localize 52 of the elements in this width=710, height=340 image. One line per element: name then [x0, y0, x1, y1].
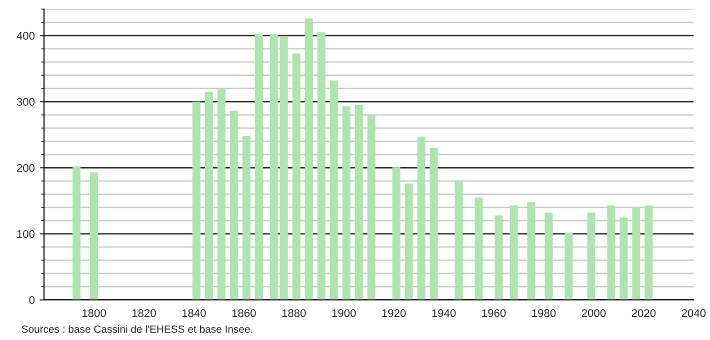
y-tick-label: 100 — [17, 230, 35, 238]
x-tick-label: 2020 — [632, 309, 656, 318]
bar — [527, 202, 536, 300]
bar — [90, 172, 98, 300]
bar — [392, 167, 400, 300]
bar — [72, 166, 80, 300]
bar — [280, 36, 288, 300]
bar — [192, 102, 200, 300]
x-tick-label: 2040 — [682, 309, 706, 318]
x-tick-label: 1840 — [182, 309, 206, 318]
x-tick-label: 1800 — [82, 309, 106, 318]
bar — [342, 106, 350, 300]
bar — [494, 215, 503, 300]
x-tick-label: 1880 — [282, 309, 306, 318]
x-tick-label: 1860 — [232, 309, 256, 318]
x-tick-label: 1940 — [432, 309, 456, 318]
bar — [367, 116, 376, 300]
x-tick-label: 1920 — [382, 309, 406, 318]
bar — [510, 205, 518, 300]
source-note: Sources : base Cassini de l'EHESS et base Insee. — [22, 325, 252, 333]
bar — [304, 18, 313, 300]
bar — [404, 184, 413, 300]
bar — [564, 232, 573, 300]
x-tick-label: 2000 — [582, 309, 606, 318]
bar — [270, 34, 278, 300]
x-tick-label: 1980 — [532, 309, 556, 318]
bar — [587, 212, 596, 300]
bar — [620, 217, 628, 300]
bar — [644, 205, 653, 300]
bar — [417, 136, 426, 300]
y-tick-label: 300 — [16, 98, 35, 106]
bar — [204, 92, 213, 300]
bar — [317, 32, 326, 300]
bar — [330, 80, 338, 300]
bar — [292, 53, 300, 300]
bar — [607, 205, 616, 300]
bar — [242, 136, 250, 300]
x-tick-label: 1960 — [482, 309, 506, 318]
bar — [544, 212, 553, 300]
bar — [230, 110, 238, 300]
x-tick-label: 1900 — [332, 309, 356, 318]
x-tick-label: 1820 — [132, 309, 156, 318]
y-tick-label: 0 — [29, 296, 35, 304]
bar — [354, 104, 363, 300]
bar — [474, 197, 483, 300]
bar — [454, 182, 463, 300]
bar — [430, 148, 438, 300]
y-tick-label: 400 — [16, 32, 35, 40]
bar — [632, 207, 640, 300]
y-tick-label: 200 — [17, 164, 35, 172]
bar — [254, 34, 263, 300]
bar — [217, 89, 226, 300]
